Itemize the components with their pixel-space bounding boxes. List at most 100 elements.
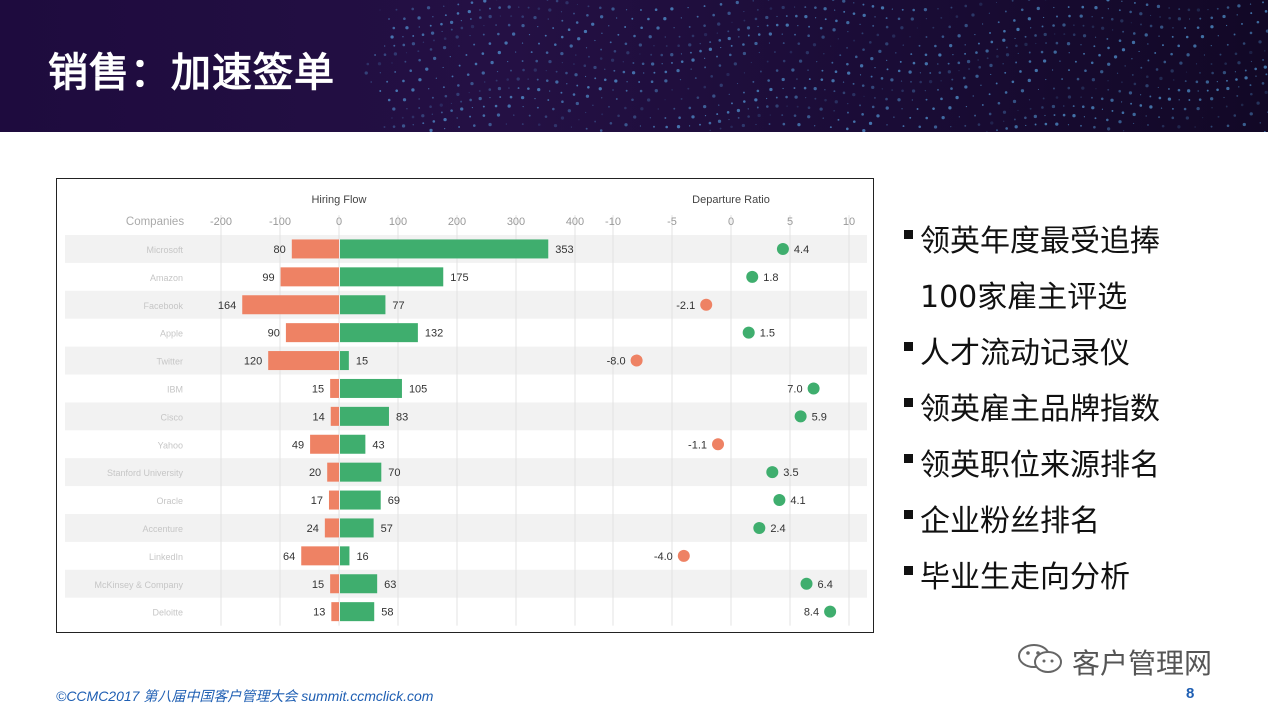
banner-dot — [599, 6, 602, 10]
banner-dot — [1147, 43, 1149, 45]
banner-dot — [1235, 78, 1238, 81]
banner-dot — [585, 111, 587, 114]
banner-dot — [716, 113, 719, 116]
banner-dot — [975, 74, 979, 78]
banner-dot — [781, 5, 785, 10]
departure-ratio-point — [700, 298, 713, 311]
banner-dot — [599, 129, 603, 132]
banner-dot — [670, 53, 674, 57]
tick-label: 300 — [507, 216, 525, 228]
watermark: 客户管理网 — [1016, 640, 1236, 680]
banner-dot — [691, 34, 695, 38]
banner-dot — [796, 78, 798, 80]
banner-dot — [781, 33, 783, 35]
category-label: Amazon — [150, 273, 183, 283]
banner-dot — [1116, 72, 1119, 74]
banner-dot — [1074, 60, 1077, 63]
banner-dot — [1222, 14, 1226, 19]
banner-dot — [981, 23, 984, 25]
banner-dot — [474, 62, 478, 66]
bar-hiring-out — [285, 323, 339, 343]
banner-dot — [455, 35, 459, 39]
banner-dot — [603, 78, 607, 82]
banner-dot — [1254, 67, 1257, 71]
banner-dot — [782, 122, 786, 126]
banner-dot — [775, 104, 779, 108]
banner-dot — [449, 56, 451, 58]
banner-dot — [1124, 65, 1126, 67]
banner-dot — [808, 78, 811, 81]
bar-hiring-out — [330, 378, 339, 398]
banner-dot — [846, 62, 849, 66]
banner-dot — [1130, 22, 1132, 24]
banner-dot — [631, 17, 634, 20]
banner-dot — [824, 89, 826, 91]
banner-dot — [555, 80, 559, 84]
banner-dot — [521, 42, 524, 44]
banner-dot — [1093, 125, 1096, 129]
banner-dot — [1262, 58, 1265, 61]
banner-dot — [746, 26, 751, 30]
banner-dot — [435, 77, 437, 79]
banner-dot — [958, 69, 960, 72]
banner-dot — [786, 105, 788, 107]
banner-dot — [1196, 106, 1200, 111]
banner-dot — [871, 5, 875, 8]
banner-dot — [885, 106, 889, 110]
banner-dot — [805, 51, 810, 55]
banner-dot — [1188, 18, 1191, 20]
banner-dot — [925, 18, 928, 20]
banner-dot — [816, 61, 818, 63]
banner-dot — [1168, 7, 1170, 9]
banner-dot — [587, 85, 590, 89]
banner-dot — [938, 71, 942, 74]
banner-dot — [820, 78, 824, 81]
banner-dot — [504, 41, 508, 45]
banner-dot — [585, 127, 588, 130]
banner-dot — [583, 64, 587, 68]
banner-dot — [687, 7, 689, 9]
banner-dot — [1171, 35, 1174, 38]
banner-dot — [885, 97, 888, 101]
banner-dot — [626, 81, 628, 83]
banner-dot — [750, 61, 752, 64]
bar-label-hiring-in: 353 — [555, 244, 573, 256]
banner-dot — [1095, 88, 1097, 90]
bar-label-hiring-in: 69 — [388, 495, 400, 507]
bar-hiring-in — [340, 406, 389, 426]
banner-dot — [1027, 78, 1031, 83]
banner-dot — [1139, 12, 1143, 16]
row-shade — [65, 290, 867, 319]
banner-dot — [1020, 8, 1024, 12]
banner-dot — [691, 115, 695, 119]
banner-dot — [981, 104, 984, 106]
banner-dot — [1041, 106, 1044, 109]
banner-dot — [488, 122, 492, 127]
banner-dot — [754, 41, 758, 46]
bullet-marker — [904, 566, 913, 575]
banner-dot — [1062, 23, 1066, 27]
banner-dot — [1226, 86, 1230, 91]
banner-dot — [527, 6, 530, 9]
banner-dot — [1242, 42, 1246, 45]
banner-dot — [483, 0, 487, 3]
banner-dot — [1261, 82, 1265, 85]
banner-dot — [384, 45, 386, 47]
banner-dot — [548, 8, 552, 12]
banner-dot — [495, 79, 498, 82]
banner-dot — [490, 60, 494, 65]
banner-dot — [752, 0, 754, 2]
category-label: LinkedIn — [149, 552, 183, 562]
banner-dot — [1159, 76, 1163, 81]
banner-dot — [444, 14, 447, 17]
banner-dot — [622, 61, 624, 63]
hiring-flow-chart: Hiring Flow Departure Ratio Companies -200 -… — [65, 194, 867, 626]
banner-dot — [814, 17, 817, 19]
banner-dot — [901, 8, 904, 11]
banner-dot — [418, 78, 422, 82]
banner-dot — [411, 42, 416, 46]
banner-dot — [709, 41, 712, 44]
banner-dot — [718, 39, 722, 42]
banner-dot — [757, 33, 761, 36]
departure-ratio-label: 7.0 — [787, 383, 802, 395]
